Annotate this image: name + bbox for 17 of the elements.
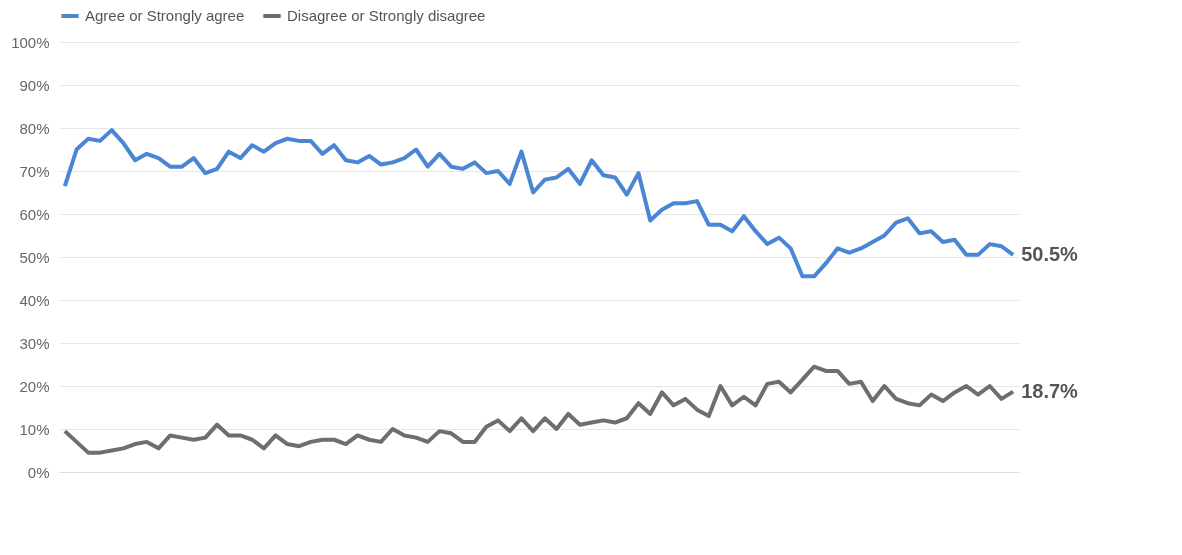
legend-label: Disagree or Strongly disagree [287,7,486,24]
y-tick-label: 100% [11,33,50,51]
y-tick-label: 60% [19,205,50,223]
y-tick-label: 40% [19,291,50,309]
text: 50.5% [1021,242,1079,265]
y-tick-label: 10% [19,420,50,438]
y-tick-label: 0% [27,463,50,481]
y-tick-label: 20% [19,377,50,395]
text: 18.7% [1021,379,1079,402]
y-tick-label: 70% [19,162,50,180]
line-series [62,128,1016,279]
y-tick-label: 90% [19,76,50,94]
legend-label: Agree or Strongly agree [85,7,245,24]
line-series [62,364,1016,455]
y-tick-label: 30% [19,334,50,352]
y-tick-label: 80% [19,119,50,137]
y-tick-label: 50% [19,248,50,266]
